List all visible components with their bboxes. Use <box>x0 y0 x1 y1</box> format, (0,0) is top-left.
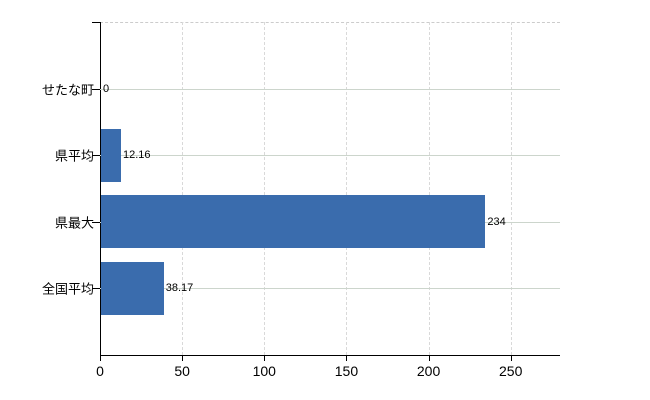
x-axis-tick-label: 50 <box>174 363 190 379</box>
y-axis-line <box>100 22 101 356</box>
y-axis-tick <box>92 288 100 290</box>
x-axis-line <box>100 355 560 356</box>
value-label: 12.16 <box>122 149 151 162</box>
vertical-gridline <box>428 22 430 355</box>
value-label: 234 <box>487 215 506 228</box>
horizontal-gridline <box>100 88 560 90</box>
x-axis-tick-label: 100 <box>252 363 276 379</box>
vertical-gridline <box>264 22 266 355</box>
x-axis-tick-label: 0 <box>96 363 104 379</box>
category-label: せたな町 <box>41 82 94 98</box>
horizontal-gridline <box>100 155 560 157</box>
value-label: 0 <box>103 82 110 95</box>
plot-area-top-border <box>100 22 560 23</box>
x-axis-tick <box>182 356 184 361</box>
x-axis-tick <box>100 356 101 361</box>
bar-県最大 <box>101 195 486 249</box>
x-axis-tick <box>510 356 512 361</box>
vertical-gridline <box>510 22 512 355</box>
y-axis-tick <box>92 155 100 157</box>
vertical-gridline <box>182 22 184 355</box>
vertical-gridline <box>346 22 348 355</box>
category-label: 県最大 <box>54 215 94 231</box>
x-axis-tick <box>428 356 430 361</box>
x-axis-tick-label: 200 <box>416 363 441 379</box>
x-axis-tick-label: 150 <box>334 363 359 379</box>
y-axis-tick <box>92 22 100 23</box>
y-axis-tick <box>92 88 100 90</box>
horizontal-gridline <box>100 288 560 290</box>
bar-全国平均 <box>101 261 164 315</box>
category-label: 県平均 <box>54 148 94 164</box>
value-label: 38.17 <box>165 282 194 295</box>
x-axis-tick <box>264 356 266 361</box>
bar-県平均 <box>101 128 121 182</box>
category-label: 全国平均 <box>41 281 94 297</box>
y-axis-tick <box>92 221 100 223</box>
x-axis-tick <box>346 356 348 361</box>
x-axis-tick-label: 250 <box>499 363 523 379</box>
